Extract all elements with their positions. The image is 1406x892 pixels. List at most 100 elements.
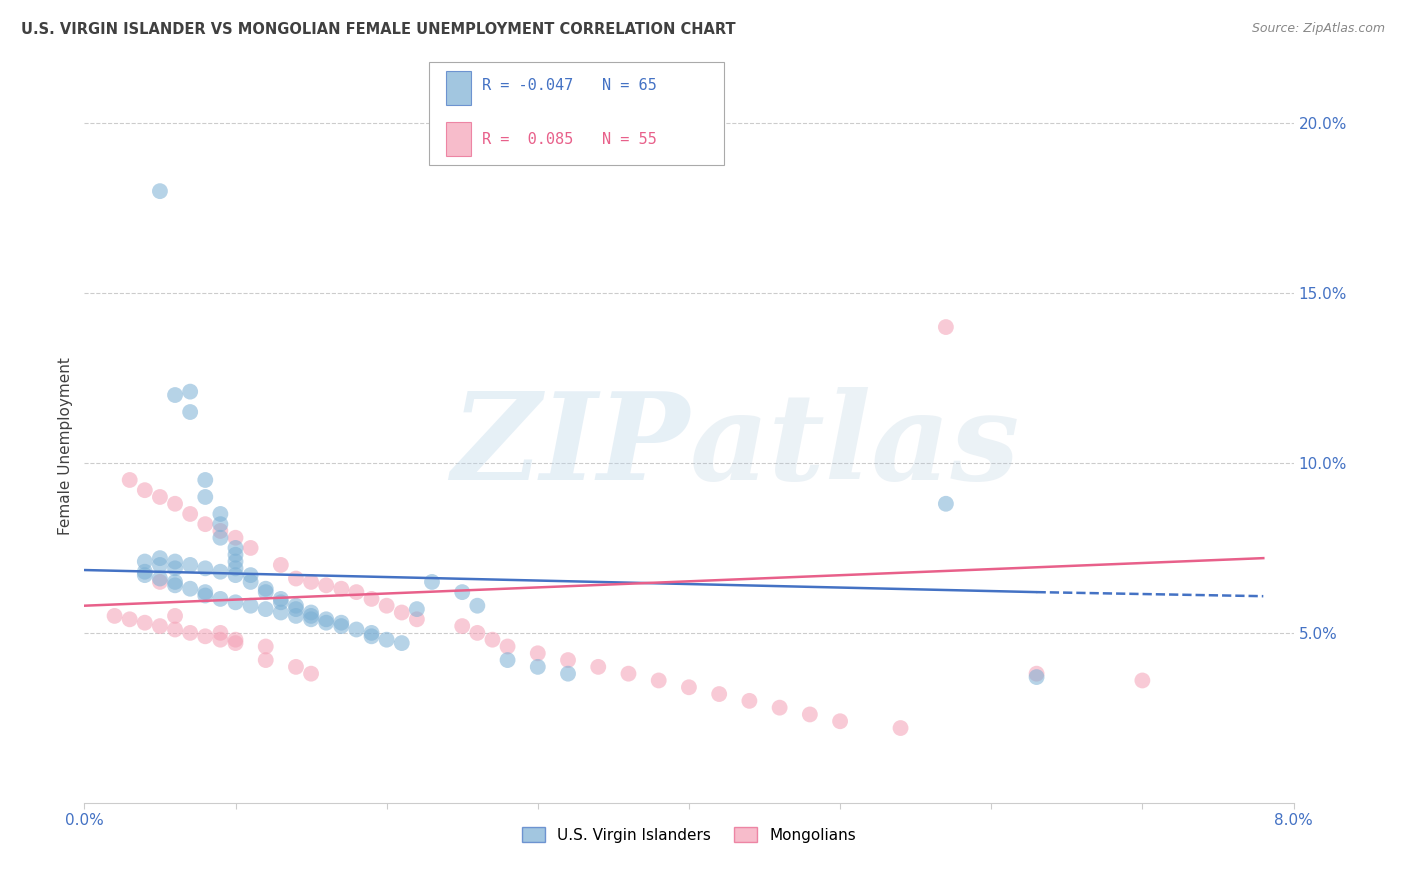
Point [346,623,368,637]
Point [738,694,761,708]
Point [165,608,187,623]
Point [209,565,232,579]
Point [225,548,247,562]
Point [467,599,489,613]
Point [194,561,217,575]
Point [285,599,308,613]
Point [209,591,232,606]
Point [391,606,413,620]
Point [299,574,322,589]
Text: R = -0.047: R = -0.047 [482,78,574,93]
Point [890,721,912,735]
Text: ZIP: ZIP [451,387,689,505]
Point [149,558,172,572]
Point [254,585,277,599]
Point [1025,666,1047,681]
Point [239,541,262,555]
Point [285,572,308,586]
Point [194,473,217,487]
Point [299,666,322,681]
Point [285,660,308,674]
Point [270,606,292,620]
Point [225,555,247,569]
Point [270,591,292,606]
Point [557,666,579,681]
Point [299,612,322,626]
Point [149,490,172,504]
Point [209,632,232,647]
Point [935,497,957,511]
Point [315,615,337,630]
Point [209,507,232,521]
Point [299,606,322,620]
Point [209,626,232,640]
Point [527,660,550,674]
Point [165,388,187,402]
Point [149,572,172,586]
Point [149,619,172,633]
Text: Source: ZipAtlas.com: Source: ZipAtlas.com [1251,22,1385,36]
Point [239,574,262,589]
Point [285,608,308,623]
Point [935,320,957,334]
Point [134,555,156,569]
Point [179,384,201,399]
Point [799,707,821,722]
Point [330,615,353,630]
Point [557,653,579,667]
Point [149,574,172,589]
Point [1132,673,1154,688]
Point [225,531,247,545]
Point [375,599,398,613]
Point [209,524,232,538]
Point [149,551,172,566]
Point [451,619,474,633]
Point [104,608,127,623]
Point [239,599,262,613]
Point [270,595,292,609]
Point [179,582,201,596]
Point [330,619,353,633]
Point [315,578,337,592]
Point [769,700,792,714]
Point [194,589,217,603]
Point [165,555,187,569]
Point [254,640,277,654]
Point [830,714,852,729]
Point [678,680,700,694]
Point [179,405,201,419]
Point [709,687,731,701]
Point [134,483,156,498]
Point [648,673,671,688]
Point [239,568,262,582]
Point [254,602,277,616]
Point [270,558,292,572]
Point [315,612,337,626]
Point [527,646,550,660]
Text: N = 65: N = 65 [602,78,657,93]
Point [225,636,247,650]
Point [391,636,413,650]
Point [375,632,398,647]
Point [149,184,172,198]
Text: R =  0.085: R = 0.085 [482,132,574,146]
Point [406,602,429,616]
Point [254,582,277,596]
Point [179,626,201,640]
Point [194,490,217,504]
Point [225,568,247,582]
Point [165,497,187,511]
Point [420,574,443,589]
Point [285,602,308,616]
Point [134,565,156,579]
Point [467,626,489,640]
Point [360,629,382,643]
Point [165,574,187,589]
Point [179,507,201,521]
Point [299,608,322,623]
Y-axis label: Female Unemployment: Female Unemployment [58,357,73,535]
Legend: U.S. Virgin Islanders, Mongolians: U.S. Virgin Islanders, Mongolians [516,821,862,848]
Text: N = 55: N = 55 [602,132,657,146]
Point [496,640,519,654]
Point [134,615,156,630]
